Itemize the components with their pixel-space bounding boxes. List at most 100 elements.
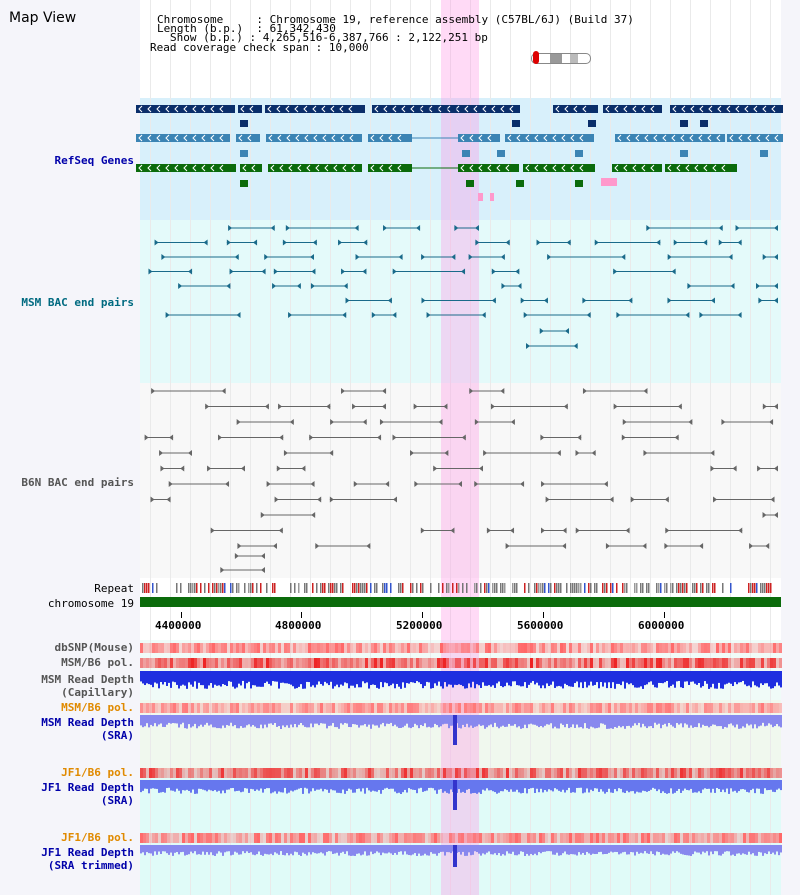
dbsnp-cell	[584, 643, 587, 653]
jf1-depth-sra-bar	[742, 780, 744, 790]
b6n-bac-pair-end	[474, 481, 479, 487]
msm-depth-sra-bar	[270, 715, 272, 724]
msm-bac-pair-end	[481, 312, 486, 318]
track-label-dbsnp[interactable]: dbSNP(Mouse)	[54, 641, 134, 654]
jf1-depth-trim-bar	[722, 845, 724, 854]
msm-pol-cell	[476, 658, 479, 668]
track-label-jf1-depth-sra[interactable]: JF1 Read Depth (SRA)	[41, 781, 134, 807]
msm-pol-cell	[623, 658, 626, 668]
dbsnp-cell	[551, 643, 554, 653]
msm-depth-cap-bar	[198, 671, 200, 683]
jf1-pol-2-cell	[152, 833, 155, 843]
msm-pol-cell	[227, 658, 230, 668]
jf1-depth-trim-bar	[764, 845, 766, 854]
strand-arrow	[762, 105, 767, 113]
msm-depth-cap-bar	[692, 671, 694, 682]
jf1-depth-trim-bar	[740, 845, 742, 855]
msm-pol-cell	[638, 658, 641, 668]
track-label-repeat[interactable]: Repeat	[94, 582, 134, 595]
msm-depth-sra-bar	[348, 715, 350, 728]
jf1-depth-sra-bar	[690, 780, 692, 789]
refseq-gene-small	[466, 180, 474, 187]
b6n-bac-pair-end	[276, 465, 281, 472]
msm-pol-cell	[647, 658, 650, 668]
msm-depth-sra-bar	[366, 715, 368, 727]
msm-depth-sra-bar	[504, 715, 506, 727]
msm-depth-cap-bar	[576, 671, 578, 682]
jf1-pol-2-cell	[581, 833, 584, 843]
msm-pol-cell	[155, 658, 158, 668]
repeat-element	[446, 583, 448, 593]
chromosome-ideogram[interactable]	[531, 53, 591, 64]
msm-depth-sra-bar	[198, 715, 200, 727]
track-label-jf1-depth-trim[interactable]: JF1 Read Depth (SRA trimmed)	[41, 846, 134, 872]
msm-bac-pair-end	[234, 254, 239, 260]
msm-pol-sra-cell	[161, 703, 164, 713]
track-label-b6n-bac[interactable]: B6N BAC end pairs	[21, 476, 134, 489]
msm-pol-cell	[308, 658, 311, 668]
track-label-msm-pol[interactable]: MSM/B6 pol.	[61, 656, 134, 669]
msm-bac-pair-end	[718, 225, 723, 231]
selection-highlight[interactable]	[441, 0, 479, 895]
track-label-msm-bac[interactable]: MSM BAC end pairs	[21, 296, 134, 309]
jf1-depth-trim-bar	[460, 845, 462, 855]
track-label-msm-depth-cap[interactable]: MSM Read Depth (Capillary)	[41, 673, 134, 699]
jf1-pol-2-cell	[656, 833, 659, 843]
track-label-jf1-pol[interactable]: JF1/B6 pol.	[61, 766, 134, 779]
msm-depth-sra-bar	[294, 715, 296, 725]
track-label-msm-depth-sra[interactable]: MSM Read Depth (SRA)	[41, 716, 134, 742]
msm-depth-sra-bar	[284, 715, 286, 728]
msm-pol-sra-cell	[311, 703, 314, 713]
msm-depth-sra-bar	[376, 715, 378, 726]
dbsnp-cell	[347, 643, 350, 653]
msm-pol-sra-cell	[653, 703, 656, 713]
dbsnp-cell	[356, 643, 359, 653]
msm-depth-sra-bar	[730, 715, 732, 724]
strand-arrow	[689, 134, 694, 142]
jf1-depth-trim-bar	[406, 845, 408, 855]
track-label-refseq[interactable]: RefSeq Genes	[54, 154, 134, 167]
msm-depth-cap-bar	[330, 671, 332, 682]
jf1-pol-cell	[761, 768, 764, 778]
msm-pol-cell	[686, 658, 689, 668]
strand-arrow	[277, 134, 282, 142]
msm-depth-cap-bar	[626, 671, 628, 683]
dbsnp-cell	[626, 643, 629, 653]
jf1-pol-2-cell	[422, 833, 425, 843]
msm-depth-sra-bar	[762, 715, 764, 723]
msm-pol-sra-cell	[683, 703, 686, 713]
msm-pol-cell	[629, 658, 632, 668]
dbsnp-cell	[365, 643, 368, 653]
msm-depth-sra-bar	[492, 715, 494, 728]
strand-arrow	[525, 164, 530, 172]
strand-arrow	[348, 105, 353, 113]
jf1-depth-trim-bar	[358, 845, 360, 854]
msm-depth-cap-bar	[372, 671, 374, 685]
strand-arrow	[716, 134, 721, 142]
track-label-jf1-pol-2[interactable]: JF1/B6 pol.	[61, 831, 134, 844]
msm-depth-cap-bar	[640, 671, 642, 687]
jf1-depth-trim-bar	[442, 845, 444, 852]
jf1-depth-sra-bar	[204, 780, 206, 791]
jf1-depth-trim-bar	[372, 845, 374, 855]
dbsnp-cell	[656, 643, 659, 653]
jf1-pol-cell	[737, 768, 740, 778]
strand-arrow	[482, 105, 487, 113]
msm-depth-sra-bar	[192, 715, 194, 727]
jf1-depth-trim-bar	[672, 845, 674, 852]
ideogram-position-marker[interactable]	[533, 51, 539, 64]
msm-bac-pair-end	[342, 312, 347, 318]
jf1-depth-trim-bar	[374, 845, 376, 854]
jf1-pol-2-cell	[638, 833, 641, 843]
repeat-element	[678, 583, 680, 593]
strand-arrow	[138, 134, 143, 142]
track-label-msm-pol-sra[interactable]: MSM/B6 pol.	[61, 701, 134, 714]
msm-depth-sra-bar	[388, 715, 390, 724]
jf1-pol-2-cell	[716, 833, 719, 843]
repeat-element	[722, 583, 724, 593]
jf1-depth-sra-bar	[614, 780, 616, 790]
msm-depth-cap-bar	[174, 671, 176, 683]
msm-depth-cap-bar	[412, 671, 414, 683]
msm-pol-cell	[401, 658, 404, 668]
